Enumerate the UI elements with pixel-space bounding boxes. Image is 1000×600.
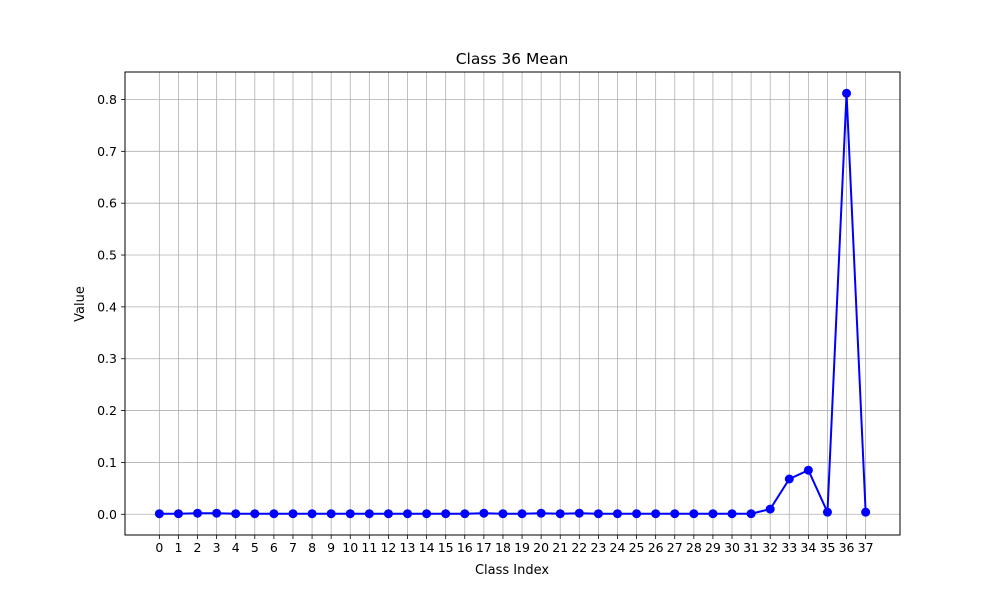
x-tick-label: 28 — [686, 540, 702, 555]
y-axis-label: Value — [73, 286, 88, 322]
data-point — [231, 509, 241, 519]
series-layer — [154, 88, 871, 519]
x-tick-label: 34 — [800, 540, 816, 555]
x-tick-label: 10 — [342, 540, 358, 555]
data-point — [670, 509, 680, 519]
data-point — [364, 509, 374, 519]
x-tick-label: 2 — [194, 540, 202, 555]
data-point — [498, 509, 508, 519]
data-point — [842, 88, 852, 98]
data-point — [326, 509, 336, 519]
data-point — [250, 509, 260, 519]
data-point — [193, 508, 203, 518]
data-point — [784, 474, 794, 484]
data-point — [212, 508, 222, 518]
data-point — [288, 509, 298, 519]
y-tick-label: 0.4 — [97, 299, 117, 314]
data-point — [612, 509, 622, 519]
x-tick-label: 27 — [667, 540, 683, 555]
x-tick-label: 17 — [476, 540, 492, 555]
y-tick-label: 0.2 — [97, 403, 117, 418]
x-tick-label: 16 — [457, 540, 473, 555]
data-point — [746, 509, 756, 519]
x-tick-label: 31 — [743, 540, 759, 555]
data-point — [173, 509, 183, 519]
x-tick-label: 35 — [820, 540, 836, 555]
x-tick-label: 14 — [419, 540, 435, 555]
data-point — [383, 509, 393, 519]
x-axis-label: Class Index — [475, 563, 549, 578]
tick-layer: 0 1 2 3 4 5 6 7 8 9 10 11 12 13 14 15 16 17 18 19 20 21 22 23 24… — [97, 92, 873, 555]
y-tick-label: 0.0 — [97, 507, 117, 522]
x-tick-label: 7 — [289, 540, 297, 555]
x-tick-label: 12 — [380, 540, 396, 555]
data-point — [803, 465, 813, 475]
data-point — [593, 509, 603, 519]
x-tick-label: 11 — [361, 540, 377, 555]
x-tick-label: 20 — [533, 540, 549, 555]
chart-title: Class 36 Mean — [456, 50, 569, 68]
data-point — [765, 504, 775, 514]
x-tick-label: 24 — [610, 540, 626, 555]
data-point — [651, 509, 661, 519]
x-tick-label: 5 — [251, 540, 259, 555]
x-tick-label: 36 — [839, 540, 855, 555]
data-point — [689, 509, 699, 519]
x-tick-label: 4 — [232, 540, 240, 555]
x-tick-label: 37 — [858, 540, 874, 555]
x-tick-label: 9 — [327, 540, 335, 555]
data-point — [574, 508, 584, 518]
plot-frame — [124, 71, 901, 536]
data-point — [441, 509, 451, 519]
data-point — [517, 509, 527, 519]
grid-layer — [125, 72, 900, 535]
y-tick-label: 0.8 — [97, 92, 117, 107]
x-tick-label: 30 — [724, 540, 740, 555]
data-point — [269, 509, 279, 519]
data-point — [479, 508, 489, 518]
x-tick-label: 3 — [213, 540, 221, 555]
x-tick-label: 1 — [174, 540, 182, 555]
data-point — [460, 509, 470, 519]
x-tick-label: 29 — [705, 540, 721, 555]
data-point — [307, 509, 317, 519]
data-point — [154, 509, 164, 519]
y-tick-label: 0.1 — [97, 455, 117, 470]
x-tick-label: 19 — [514, 540, 530, 555]
y-tick-label: 0.5 — [97, 248, 117, 263]
y-tick-label: 0.7 — [97, 144, 117, 159]
data-point — [403, 509, 413, 519]
data-point — [727, 509, 737, 519]
data-point — [555, 509, 565, 519]
y-tick-label: 0.6 — [97, 196, 117, 211]
data-point — [536, 508, 546, 518]
data-point — [345, 509, 355, 519]
x-tick-label: 15 — [438, 540, 454, 555]
data-point — [422, 509, 432, 519]
x-tick-label: 23 — [590, 540, 606, 555]
data-point — [632, 509, 642, 519]
x-tick-label: 32 — [762, 540, 778, 555]
x-tick-label: 33 — [781, 540, 797, 555]
y-tick-label: 0.3 — [97, 351, 117, 366]
x-tick-label: 8 — [308, 540, 316, 555]
data-point — [708, 509, 718, 519]
x-tick-label: 26 — [648, 540, 664, 555]
x-tick-label: 6 — [270, 540, 278, 555]
x-tick-label: 22 — [571, 540, 587, 555]
x-tick-label: 13 — [400, 540, 416, 555]
x-tick-label: 25 — [629, 540, 645, 555]
x-tick-label: 0 — [155, 540, 163, 555]
data-point — [861, 507, 871, 517]
x-tick-label: 18 — [495, 540, 511, 555]
x-tick-label: 21 — [552, 540, 568, 555]
data-point — [822, 507, 832, 517]
